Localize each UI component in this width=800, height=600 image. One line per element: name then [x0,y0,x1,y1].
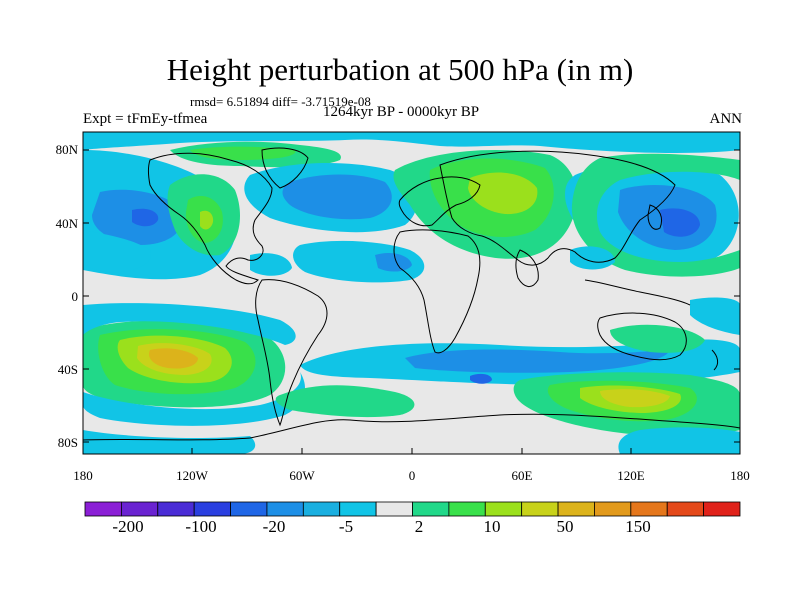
coast-africa [393,229,481,354]
colorbar-swatch-2 [157,501,195,517]
colorbar-swatch-5 [266,501,304,517]
coast-indonesia [584,279,691,306]
lon-tick-120w: 120W [176,468,208,483]
colorbar-label-10: 10 [483,517,501,536]
lon-tick-180w: 180 [73,468,93,483]
colorbar-label-2: 2 [414,517,424,536]
contour-natl-sub-cold [293,240,425,283]
coast-europe [398,176,481,227]
season-label: ANN [709,111,743,127]
axis-ticks [82,149,741,454]
contour-pac-edge [83,230,151,273]
coast-greenland [261,147,309,189]
colorbar [84,501,741,517]
contour-namerica-warm-3 [200,210,214,230]
colorbar-label-100n: -100 [185,517,217,536]
contour-arctic-cold [83,132,740,153]
contour-eurasia-warm-3 [468,172,538,215]
colorbar-swatch-13 [557,501,595,517]
coast-south-america [255,279,328,427]
colorbar-label-50: 50 [556,517,574,536]
contour-so-cold-2 [405,349,670,373]
contour-antarctic-south-cold [83,430,256,454]
colorbar-swatch-15 [630,501,668,517]
colorbar-label-20n: -20 [262,517,286,536]
colorbar-label-5n: -5 [338,517,354,536]
coast-new-zealand [711,349,719,371]
coast-india [515,249,539,287]
coast-australia [597,312,687,361]
colorbar-label-200n: -200 [112,517,144,536]
contour-npac-warm-arc [571,153,740,277]
coast-north-america [148,152,273,285]
colorbar-swatch-11 [484,501,523,517]
colorbar-swatch-1 [120,501,159,517]
contour-australia-green [610,324,705,353]
contour-sind-warm-4 [600,389,670,408]
contour-npac-core [132,208,159,227]
colorbar-swatch-7 [339,501,377,517]
colorbar-swatch-10 [448,501,486,517]
colorbar-swatch-17 [703,501,741,517]
contour-natl-sub-cold-2 [375,253,412,272]
contour-wpac-cold [570,246,615,270]
contour-spac-cold-rim [83,303,296,345]
contour-antarctic-east-cold [618,427,740,454]
period-label: 1264kyr BP - 0000kyr BP [323,104,480,120]
colorbar-swatch-4 [230,501,268,517]
colorbar-swatch-3 [193,501,231,517]
lon-tick-180e: 180 [730,468,750,483]
contour-carib-cold [250,253,292,276]
lat-tick-0: 0 [71,289,79,304]
lat-tick-40n: 40N [55,216,78,231]
chart-title: Height perturbation at 500 hPa (in m) [166,52,634,87]
colorbar-swatch-12 [521,501,559,517]
colorbar-swatch-8 [375,501,413,517]
lon-tick-60w: 60W [289,468,315,483]
lon-tick-0: 0 [408,468,416,483]
coast-antarctica [83,413,740,441]
contour-natl-cold-2 [282,174,392,220]
colorbar-swatch-6 [302,501,341,517]
contour-antarctic-west [275,385,415,418]
contour-sepac-cold [690,297,740,335]
lon-tick-60e: 60E [511,468,533,483]
contour-field [83,132,740,454]
lat-tick-40s: 40S [57,362,78,377]
lat-tick-80n: 80N [55,142,78,157]
colorbar-label-150: 150 [625,517,651,536]
experiment-label: Expt = tFmEy-tfmea [83,111,208,127]
contour-npac-east-cold-3 [660,208,700,237]
colorbar-swatch-16 [666,501,705,517]
colorbar-swatch-0 [84,501,122,517]
rmsd-diff-stats: rmsd= 6.51894 diff= -3.71519e-08 [190,94,371,109]
contour-so-cold-3 [470,373,492,384]
coastlines [83,147,740,441]
contour-spac-cold-rim-s [83,372,305,426]
contour-spac-warm-5 [148,348,198,369]
colorbar-swatch-14 [594,501,632,517]
colorbar-swatch-9 [412,501,450,517]
lat-tick-80s: 80S [57,435,78,450]
coast-asia [439,150,676,266]
lon-tick-120e: 120E [617,468,645,483]
coast-japan [647,204,663,230]
